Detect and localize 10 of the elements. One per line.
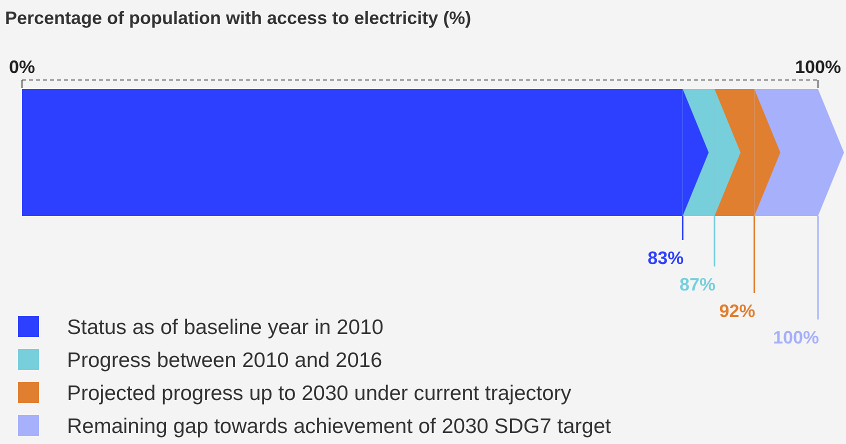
text: 92% xyxy=(719,301,756,321)
text: 87% xyxy=(679,274,716,294)
chart-title: Percentage of population with access to electricity (%) xyxy=(5,8,472,28)
legend-label: Remaining gap towards achievement of 2030 SDG7 target xyxy=(67,415,612,438)
legend-label: Progress between 2010 and 2016 xyxy=(67,349,382,372)
text: 83% xyxy=(648,248,684,268)
text: 100% xyxy=(772,328,819,348)
legend-label: Status as of baseline year in 2010 xyxy=(67,316,384,339)
x-tick-label: 0% xyxy=(8,57,36,77)
legend-label: Projected progress up to 2030 under current trajectory xyxy=(67,382,572,405)
